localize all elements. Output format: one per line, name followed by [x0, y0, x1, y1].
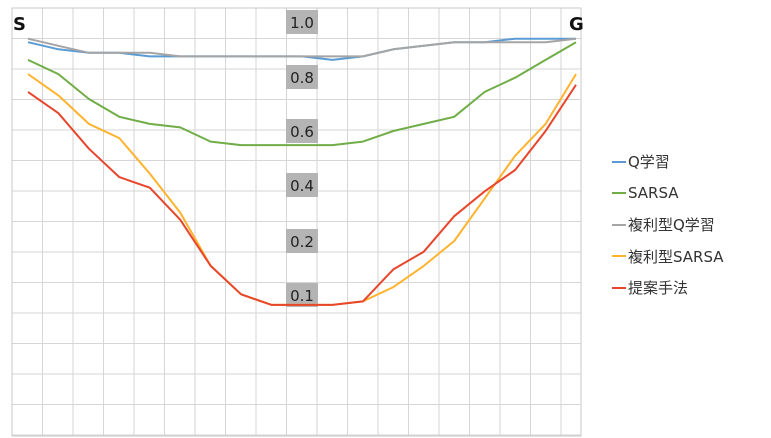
- series-line: [27, 41, 577, 147]
- scale-label: 1.0: [290, 14, 314, 32]
- series-lines: [27, 37, 577, 306]
- scale-label: 0.4: [290, 177, 314, 195]
- legend-swatch: [612, 160, 626, 163]
- legend-item: Q学習: [612, 146, 724, 178]
- legend-label: Q学習: [628, 153, 670, 172]
- scale-label-box: [286, 229, 318, 253]
- scale-label-box: [286, 119, 318, 143]
- plot-border: [11, 7, 582, 437]
- scale-label-box: [286, 65, 318, 89]
- legend-label: 複利型Q学習: [628, 216, 715, 235]
- series-line: [27, 37, 577, 58]
- scale-label-box: [286, 10, 318, 34]
- legend-item: 複利型Q学習: [612, 209, 724, 241]
- legend-swatch: [612, 192, 626, 195]
- start-label: S: [13, 14, 26, 35]
- legend-item: SARSA: [612, 178, 724, 210]
- legend-swatch: [612, 223, 626, 226]
- legend-label: 提案手法: [628, 279, 689, 298]
- legend-item: 複利型SARSA: [612, 241, 724, 273]
- chart-legend: Q学習 SARSA 複利型Q学習 複利型SARSA 提案手法: [612, 146, 724, 304]
- legend-label: SARSA: [628, 184, 679, 203]
- scale-label: 0.2: [290, 233, 314, 251]
- legend-item: 提案手法: [612, 272, 724, 304]
- scale-label: 0.6: [290, 123, 314, 141]
- legend-label: 複利型SARSA: [628, 247, 724, 266]
- legend-swatch: [612, 286, 626, 289]
- scale-label: 0.8: [290, 69, 314, 87]
- scale-labels: 1.0 0.8 0.6 0.4 0.2 0.1: [286, 10, 318, 307]
- scale-label-box: [286, 283, 318, 307]
- legend-swatch: [612, 255, 626, 258]
- series-line: [27, 84, 577, 306]
- chart-grid: [11, 7, 582, 437]
- scale-label-box: [286, 173, 318, 197]
- scale-label: 0.1: [290, 287, 314, 305]
- goal-label: G: [569, 14, 584, 35]
